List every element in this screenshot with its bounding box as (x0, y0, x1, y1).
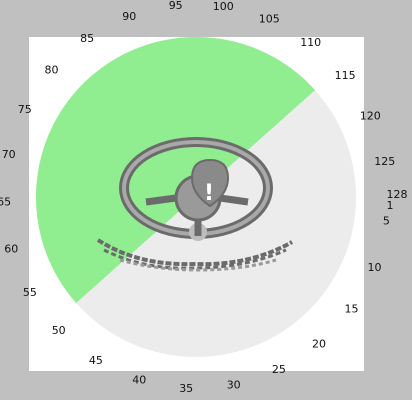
dial-label: 20 (312, 337, 326, 350)
steering-wheel-warning-icon: ! (96, 137, 293, 272)
dial-label: 75 (18, 103, 32, 116)
dial-label: 115 (335, 69, 356, 82)
dial-label: 100 (213, 0, 234, 13)
dial-label: 70 (2, 148, 16, 161)
dial-label: 5 (383, 215, 390, 228)
dial-selected-sector[interactable] (36, 37, 316, 303)
dial-label: 40 (132, 373, 146, 386)
dial-label: 50 (52, 324, 66, 337)
svg-text:!: ! (204, 181, 214, 206)
dial-label: 1 (387, 199, 394, 212)
dial-label: 110 (300, 36, 321, 49)
dial-label: 90 (122, 10, 136, 23)
dial-label: 85 (80, 32, 94, 45)
dial-label: 128 (387, 188, 408, 201)
dial-label: 55 (23, 286, 37, 299)
dial-label: 120 (360, 110, 381, 123)
dial-label: 95 (169, 0, 183, 12)
dial-label: 10 (368, 261, 382, 274)
dial-label: 60 (4, 242, 18, 255)
dial-label: 45 (89, 354, 103, 367)
dial-label: 35 (179, 382, 193, 395)
dial-label: 80 (45, 64, 59, 77)
dial-label: 65 (0, 195, 11, 208)
dial-label: 30 (227, 378, 241, 391)
dial-label: 125 (374, 155, 395, 168)
dial-label: 15 (345, 303, 359, 316)
dial-label: 105 (259, 13, 280, 26)
dial-label: 25 (272, 363, 286, 376)
